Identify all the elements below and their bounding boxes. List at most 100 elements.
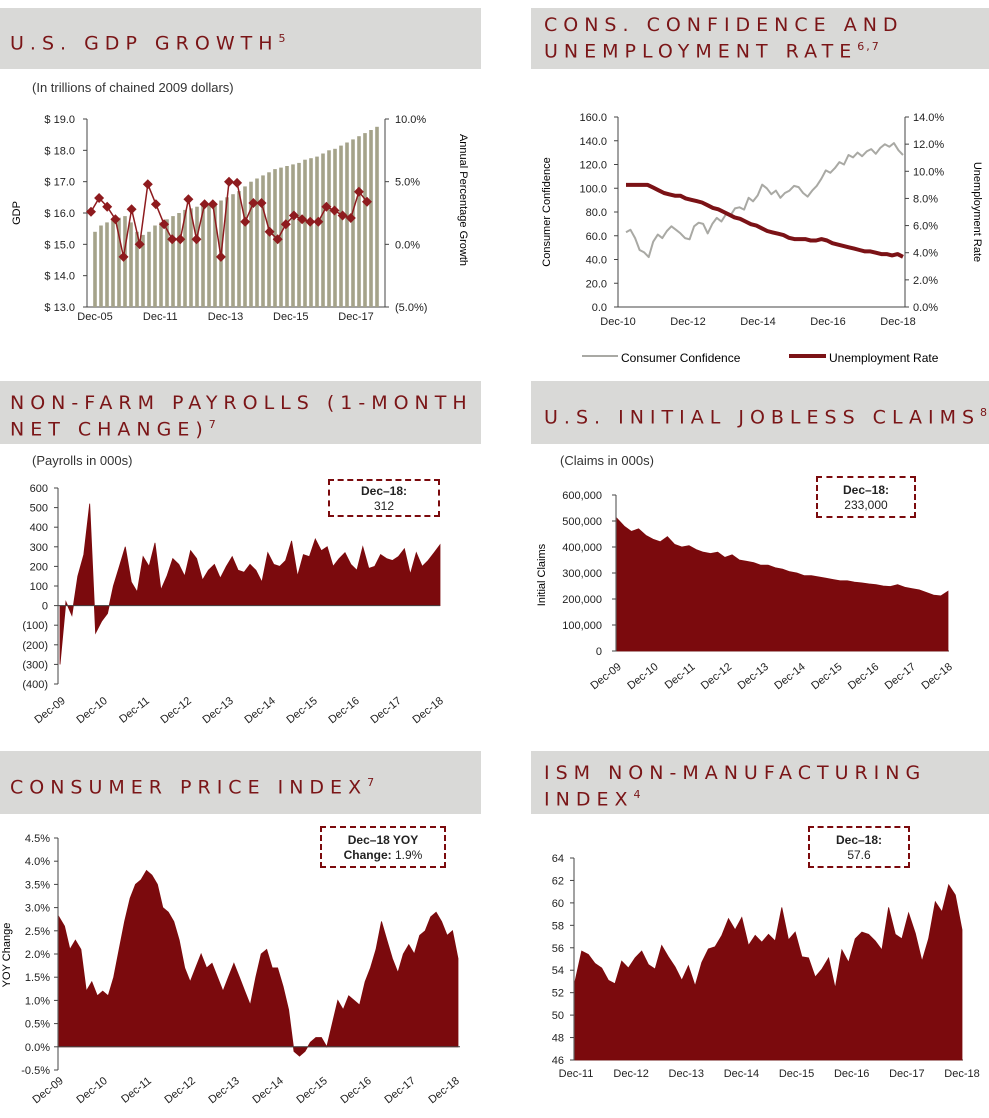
cpi-ytick: 2.0% <box>25 949 50 961</box>
payrolls-xtick: Dec-15 <box>285 695 320 726</box>
gdp-bar <box>243 186 247 307</box>
gdp-bar <box>177 213 181 307</box>
gdp-growth-marker <box>305 216 316 227</box>
cpi-callout-line1: Dec–18 YOY <box>347 833 419 847</box>
ism-ytick: 48 <box>552 1033 564 1045</box>
gdp-bar <box>159 222 163 307</box>
ism-xtick: Dec-12 <box>613 1068 648 1080</box>
gdp-growth-marker <box>297 214 308 225</box>
cpi-ytick: 4.5% <box>25 833 50 845</box>
gdp-subtitle: (In trillions of chained 2009 dollars) <box>32 80 234 95</box>
claims-ylabel: Initial Claims <box>536 543 548 606</box>
conf-xtick: Dec-16 <box>810 316 845 328</box>
claims-xtick: Dec-16 <box>846 661 881 692</box>
gdp-growth-marker <box>183 194 194 205</box>
gdp-bar <box>207 203 211 307</box>
gdp-bar <box>165 219 169 307</box>
claims-title-note: 8 <box>980 406 989 419</box>
payrolls-area <box>59 503 441 665</box>
cpi-ytick: 1.5% <box>25 972 50 984</box>
conf-y2-ytick: 4.0% <box>913 248 938 260</box>
cpi-ytick: 1.0% <box>25 995 50 1007</box>
gdp-bar <box>267 172 271 307</box>
ism-ytick: 52 <box>552 988 564 1000</box>
ism-title-note: 4 <box>633 788 643 801</box>
ism-xtick: Dec-16 <box>834 1068 869 1080</box>
gdp-ytick: $ 19.0 <box>44 114 75 126</box>
ism-title: ISM NON-MANUFACTURING INDEX4 <box>544 762 927 811</box>
conf-y2-ytick: 10.0% <box>913 166 944 178</box>
gdp-growth-marker <box>126 204 137 215</box>
claims-xtick: Dec-10 <box>625 661 660 692</box>
gdp-bar <box>189 208 193 307</box>
gdp-growth-marker <box>142 179 153 190</box>
claims-ytick: 400,000 <box>562 542 602 554</box>
claims-header <box>531 381 989 444</box>
ism-ytick: 46 <box>552 1055 564 1067</box>
gdp-bar <box>237 191 241 307</box>
gdp-title: U.S. GDP GROWTH5 <box>10 32 288 55</box>
cpi-title-note: 7 <box>367 776 377 789</box>
cpi-header <box>0 751 481 814</box>
claims-xtick: Dec-12 <box>699 661 734 692</box>
claims-title: U.S. INITIAL JOBLESS CLAIMS8 <box>544 406 989 429</box>
gdp-growth-marker <box>248 198 259 208</box>
conf-y2-ytick: 0.0% <box>913 302 938 314</box>
payrolls-xtick: Dec-14 <box>243 695 278 726</box>
gdp-bar <box>375 126 379 307</box>
ism-xtick: Dec-11 <box>559 1068 594 1080</box>
conf-confidence-line <box>625 142 904 259</box>
cpi-ytick: 0.5% <box>25 1019 50 1031</box>
gdp-growth-marker <box>102 201 113 212</box>
gdp-growth-marker <box>321 201 332 212</box>
gdp-ytick: $ 15.0 <box>44 239 75 251</box>
payrolls-callout-label: Dec–18: <box>360 484 408 498</box>
gdp-y2label: Annual Percentage Growth <box>457 134 469 266</box>
gdp-ytick: $ 14.0 <box>44 271 75 283</box>
gdp-growth-marker <box>86 206 96 217</box>
gdp-bar <box>111 219 115 307</box>
gdp-bar <box>117 217 121 307</box>
gdp-bar <box>315 156 319 307</box>
gdp-bar <box>201 205 205 307</box>
gdp-bar <box>261 175 265 307</box>
ism-ytick: 62 <box>552 875 564 887</box>
conf-y2-ytick: 12.0% <box>913 139 944 151</box>
gdp-growth-marker <box>110 214 121 225</box>
conf-header <box>531 8 989 69</box>
ism-xtick: Dec-13 <box>669 1068 704 1080</box>
gdp-ylabel: GDP <box>11 201 23 225</box>
claims-callout: Dec–18: 233,000 <box>816 476 916 518</box>
gdp-growth-line <box>90 180 368 258</box>
gdp-bar <box>333 148 337 307</box>
payrolls-ytick: (300) <box>22 659 48 671</box>
payrolls-title: NON-FARM PAYROLLS (1-MONTH NET CHANGE)7 <box>10 392 473 441</box>
ism-header <box>531 751 989 814</box>
gdp-growth-marker <box>240 216 251 227</box>
gdp-xtick: Dec-17 <box>338 311 373 323</box>
gdp-growth-marker <box>199 199 210 210</box>
gdp-bar <box>303 159 307 307</box>
gdp-growth-marker <box>256 198 267 208</box>
gdp-growth-marker <box>353 186 364 197</box>
conf-unemployment-line <box>626 182 904 259</box>
conf-ytick: 160.0 <box>579 112 607 124</box>
payrolls-xtick: Dec-17 <box>369 695 404 726</box>
claims-area <box>616 517 949 652</box>
conf-title: CONS. CONFIDENCE AND UNEMPLOYMENT RATE6,7 <box>544 14 904 63</box>
gdp-bar <box>141 234 145 307</box>
conf-ytick: 140.0 <box>579 136 607 148</box>
conf-title-note: 6,7 <box>857 40 881 53</box>
cpi-xtick: Dec-18 <box>427 1075 462 1106</box>
payrolls-xtick: Dec-16 <box>327 695 362 726</box>
conf-y2-ytick: 8.0% <box>913 193 938 205</box>
ism-ytick: 64 <box>552 853 564 865</box>
gdp-xtick: Dec-15 <box>273 311 308 323</box>
gdp-ytick: $ 16.0 <box>44 208 75 220</box>
cpi-callout-value: 1.9% <box>394 848 423 862</box>
gdp-y2-ytick: 5.0% <box>395 177 420 189</box>
claims-xtick: Dec-15 <box>809 661 844 692</box>
gdp-bar <box>153 225 157 307</box>
ism-xtick: Dec-14 <box>724 1068 759 1080</box>
